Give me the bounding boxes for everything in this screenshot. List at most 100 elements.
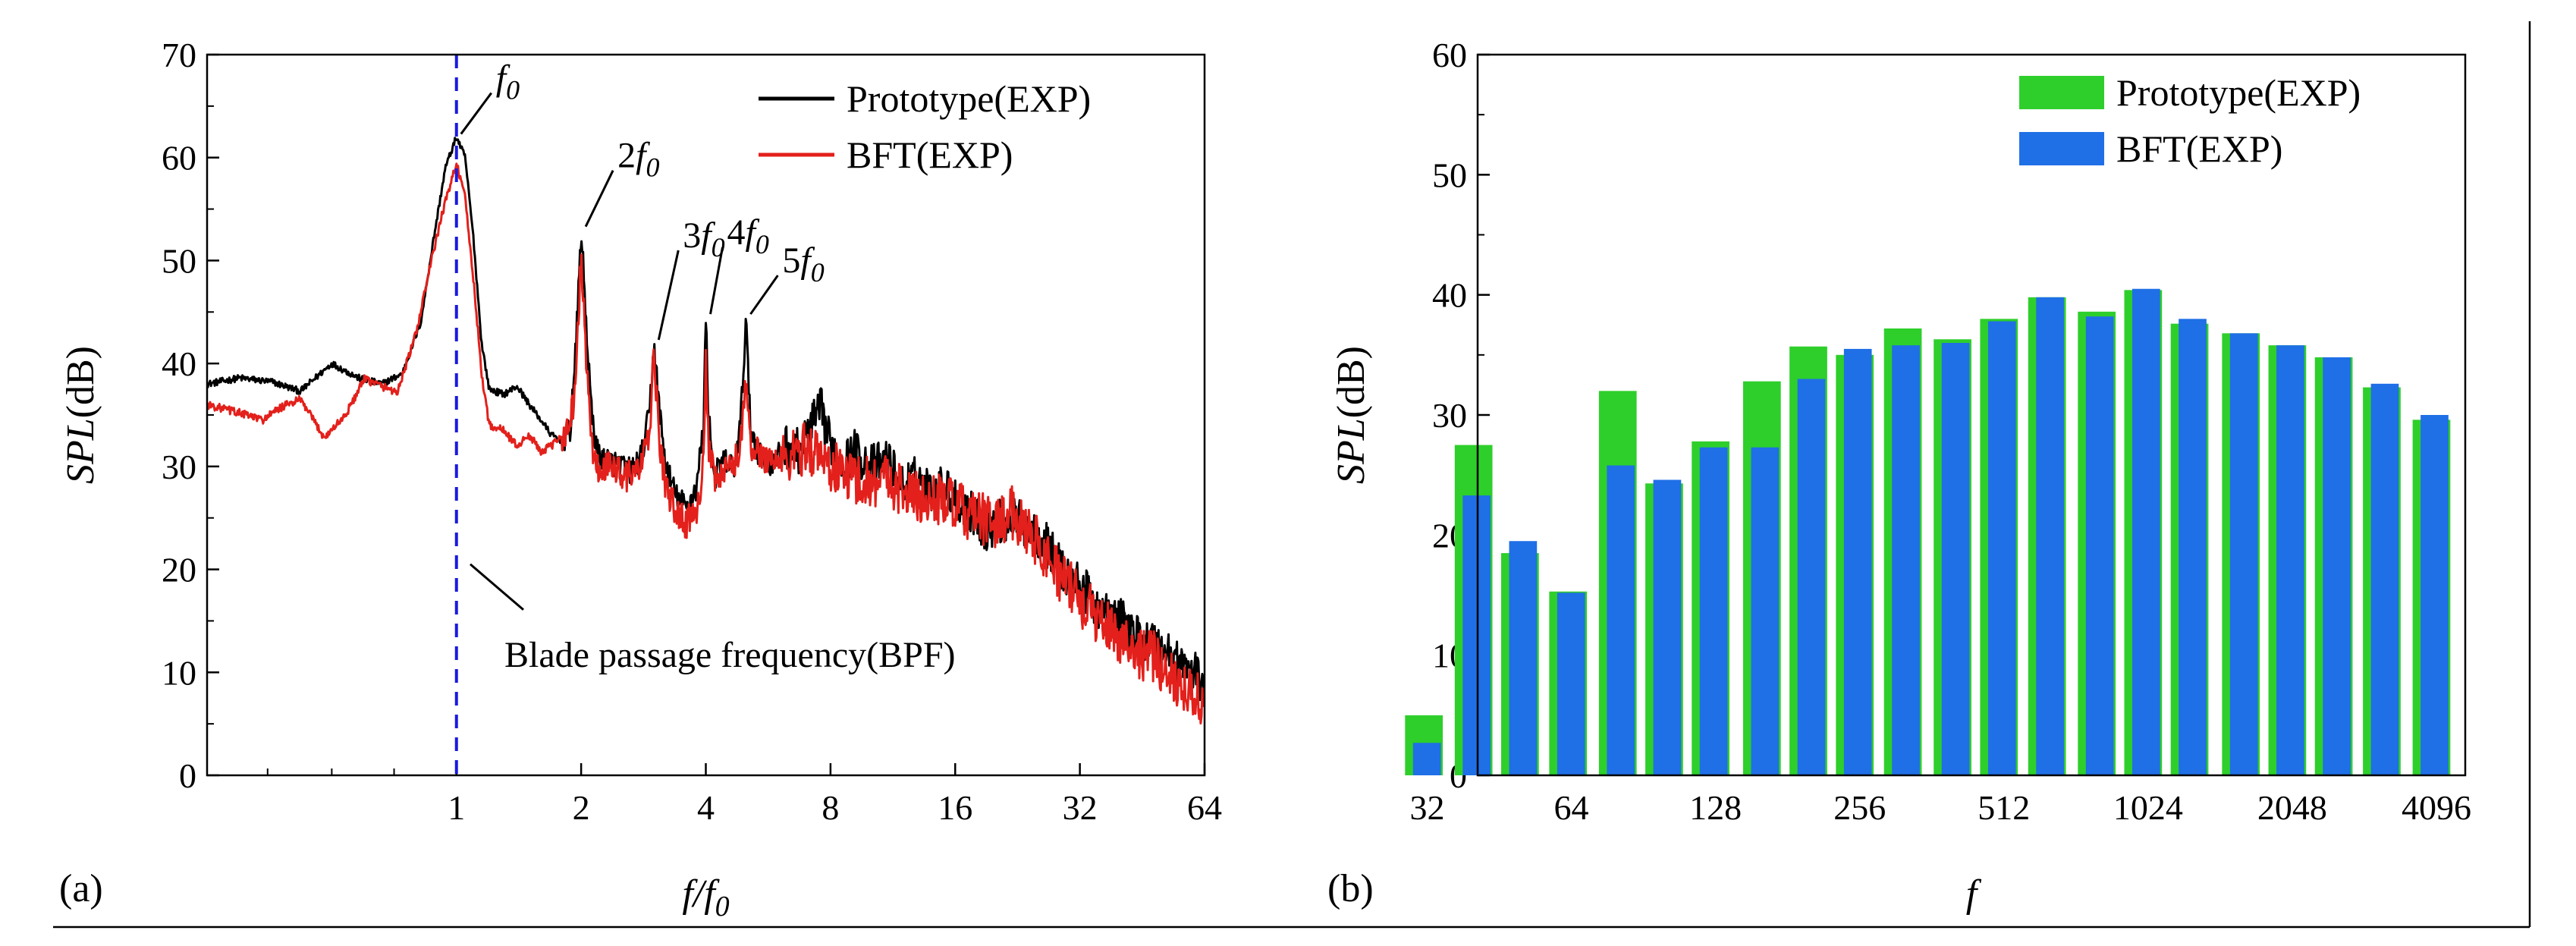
a-harmonic-sub: 0 (712, 232, 725, 262)
b-bar-bft (1941, 343, 1970, 775)
a-xtick-label: 16 (938, 788, 972, 827)
a-ylabel-unit: (dB) (59, 346, 102, 418)
b-bar-bft (2420, 415, 2449, 775)
a-harmonic-leader (709, 247, 724, 315)
b-bar-bft (2323, 357, 2351, 775)
panel-b-bars (1405, 288, 2451, 776)
a-xtick-label: 2 (573, 788, 590, 827)
a-xtick-label: 8 (821, 788, 839, 827)
a-ytick-label: 30 (162, 448, 196, 486)
b-ylabel-unit: (dB) (1330, 346, 1373, 418)
b-xtick-label: 1024 (2113, 788, 2183, 827)
a-harmonic-sub: 0 (756, 229, 769, 259)
b-bar-bft (1509, 541, 1538, 775)
panel-a-plot-frame (206, 53, 1206, 777)
a-ytick-label: 50 (162, 241, 196, 280)
b-xtick-label: 64 (1554, 788, 1589, 827)
a-ytick-label: 10 (162, 653, 196, 692)
a-xtick-label: 4 (697, 788, 715, 827)
a-harmonic-label: 4f0 (727, 212, 769, 259)
b-xtick-label: 2048 (2257, 788, 2327, 827)
a-xlabel-main: f/f (682, 872, 720, 916)
b-bar-bft (1653, 479, 1682, 775)
b-bar-bft (1892, 345, 1920, 776)
a-xlabel-sub: 0 (715, 891, 730, 922)
a-harmonic-sub: 0 (811, 257, 825, 288)
b-bar-bft (2131, 288, 2160, 775)
a-ytick-label: 40 (162, 344, 196, 383)
panel-a-series-lines (207, 55, 1205, 775)
a-ytick-label: 70 (162, 36, 196, 74)
panel-b-legend: Prototype(EXP) BFT(EXP) (2019, 71, 2361, 170)
b-bar-bft (1412, 743, 1441, 775)
b-bar-bft (2276, 345, 2304, 776)
a-harmonic-coef: 2 (617, 136, 636, 176)
a-harmonic-label: 3f0 (683, 215, 724, 262)
b-ylabel: SPL(dB) (1330, 346, 1373, 484)
a-harmonic-sub: 0 (506, 75, 520, 105)
panel-a-annotations: f0 2f0 3f0 4f0 5f0 Blade passage frequency(BP… (460, 58, 956, 675)
b-xtick-label: 256 (1833, 788, 1886, 827)
a-xlabel: f/f0 (682, 872, 729, 922)
b-bar-bft (1699, 447, 1728, 775)
panel-a-label: (a) (59, 867, 103, 910)
a-harmonic-coef: 5 (782, 240, 800, 281)
a-ylabel-italic: SPL (59, 418, 102, 484)
b-bar-bft (1607, 465, 1635, 775)
b-xlabel: f (1966, 872, 1982, 916)
b-bar-bft (2229, 333, 2258, 775)
a-bpf-leader (470, 563, 524, 611)
b-bar-bft (1797, 379, 1826, 775)
a-series-bft-line (207, 162, 1205, 724)
b-bar-bft (2370, 383, 2399, 775)
a-legend-label: Prototype(EXP) (847, 77, 1091, 120)
b-xtick-label: 32 (1409, 788, 1444, 827)
panel-b-plot-frame (1476, 53, 2467, 777)
panel-a-legend: Prototype(EXP) BFT(EXP) (759, 77, 1091, 176)
a-ytick-label: 60 (162, 139, 196, 178)
b-bar-bft (1462, 495, 1491, 775)
b-bar-bft (1751, 447, 1780, 775)
a-harmonic-label: f0 (496, 58, 520, 105)
a-harmonic-leader (584, 170, 614, 228)
a-xtick-label: 32 (1063, 788, 1098, 827)
panel-b-label: (b) (1327, 867, 1374, 910)
a-xtick-label: 1 (448, 788, 465, 827)
b-bar-bft (2179, 319, 2207, 775)
b-legend-swatch (2019, 76, 2104, 109)
b-ytick-label: 60 (1432, 36, 1467, 74)
a-xtick-label: 64 (1187, 788, 1222, 827)
a-legend-label: BFT(EXP) (847, 134, 1013, 176)
b-ylabel-italic: SPL (1330, 418, 1373, 484)
b-xtick-label: 4096 (2402, 788, 2471, 827)
b-bar-bft (2036, 297, 2064, 775)
a-harmonic-label: 5f0 (782, 240, 824, 288)
b-bar-bft (1987, 321, 2016, 775)
b-ytick-label: 40 (1432, 276, 1467, 315)
a-harmonic-sub: 0 (646, 152, 659, 183)
b-legend-label: BFT(EXP) (2116, 127, 2282, 170)
b-ytick-label: 30 (1432, 396, 1467, 435)
a-harmonic-leader (657, 250, 680, 341)
a-harmonic-leader (460, 92, 492, 135)
b-bar-bft (1843, 348, 1872, 776)
b-legend-swatch (2019, 132, 2104, 165)
b-xtick-label: 128 (1689, 788, 1742, 827)
a-ytick-label: 20 (162, 551, 196, 589)
b-legend-label: Prototype(EXP) (2116, 71, 2361, 114)
a-harmonic-coef: 4 (727, 212, 746, 253)
b-ytick-label: 50 (1432, 156, 1467, 194)
a-ytick-label: 0 (179, 756, 196, 795)
a-ylabel: SPL(dB) (59, 346, 102, 484)
a-harmonic-leader (749, 275, 779, 315)
b-bar-bft (2085, 316, 2114, 776)
a-harmonic-label: 2f0 (617, 136, 659, 183)
a-bpf-text: Blade passage frequency(BPF) (504, 635, 955, 675)
b-bar-bft (1557, 592, 1585, 775)
a-harmonic-coef: 3 (683, 215, 701, 256)
